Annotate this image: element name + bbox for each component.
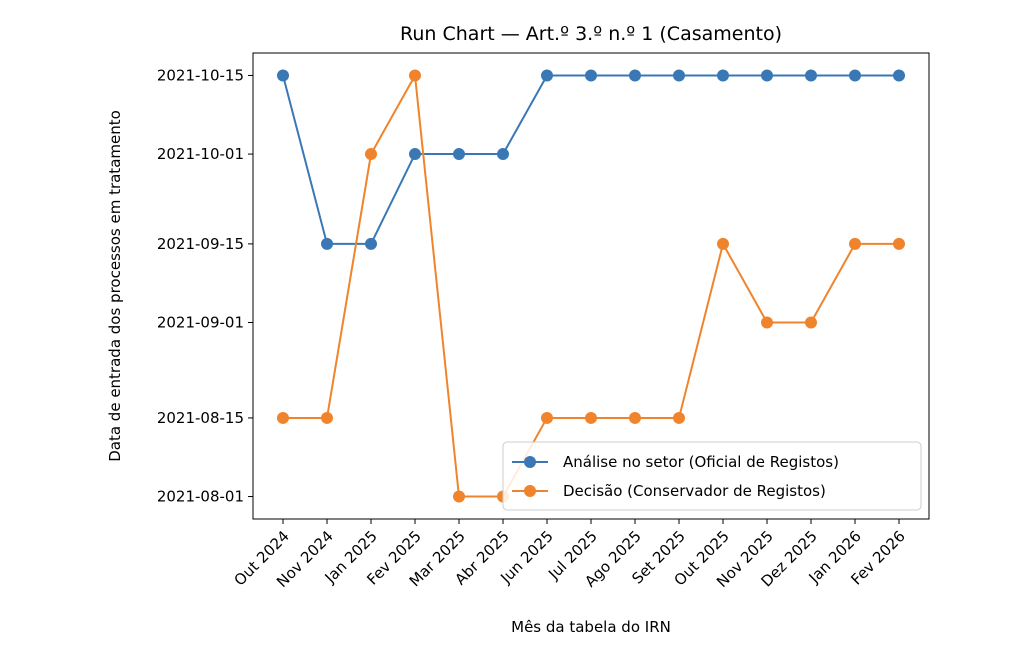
series-2: [277, 69, 905, 503]
y-tick-label: 2021-10-01: [157, 145, 244, 163]
data-point: [497, 148, 509, 161]
y-tick-label: 2021-08-01: [157, 488, 244, 506]
data-point: [409, 69, 421, 82]
data-point: [805, 69, 817, 82]
y-tick-label: 2021-09-01: [157, 313, 244, 331]
data-point: [717, 69, 729, 82]
legend-box: [502, 441, 922, 511]
y-tick-label: 2021-10-15: [157, 66, 244, 84]
series-line: [282, 74, 899, 245]
data-point: [453, 148, 465, 161]
data-point: [761, 316, 773, 329]
data-point: [893, 237, 905, 250]
legend-label: Decisão (Conservador de Registos): [563, 482, 826, 500]
data-point: [761, 69, 773, 82]
data-point: [849, 237, 861, 250]
data-point: [585, 69, 597, 82]
data-point: [409, 148, 421, 161]
data-point: [893, 69, 905, 82]
legend-label: Análise no setor (Oficial de Registos): [563, 453, 839, 471]
chart-title: Run Chart — Art.º 3.º n.º 1 (Casamento): [400, 23, 782, 45]
data-point: [541, 411, 553, 424]
x-axis-label: Mês da tabela do IRN: [511, 618, 671, 636]
data-point: [673, 411, 685, 424]
series-line: [283, 74, 899, 498]
data-point: [453, 490, 465, 503]
plot-area: [277, 69, 905, 503]
y-axis-label: Data de entrada dos processos em tratame…: [106, 110, 124, 462]
y-tick-label: 2021-09-15: [157, 235, 244, 253]
legend: Análise no setor (Oficial de Registos) De…: [502, 441, 922, 511]
data-point: [365, 148, 377, 161]
y-tick-label: 2021-08-15: [157, 409, 244, 427]
data-point: [277, 411, 289, 424]
data-point: [541, 69, 553, 82]
data-point: [717, 237, 729, 250]
data-point: [629, 69, 641, 82]
legend-marker: [524, 485, 536, 497]
data-point: [365, 237, 377, 250]
data-point: [321, 237, 333, 250]
data-point: [277, 69, 289, 82]
y-axis: 2021-08-01 2021-08-15 2021-09-01 2021-09-15…: [157, 66, 253, 506]
data-point: [585, 411, 597, 424]
data-point: [629, 411, 641, 424]
legend-marker: [524, 456, 536, 468]
data-point: [321, 411, 333, 424]
data-point: [805, 316, 817, 329]
data-point: [673, 69, 685, 82]
series-1: [277, 69, 905, 250]
data-point: [849, 69, 861, 82]
